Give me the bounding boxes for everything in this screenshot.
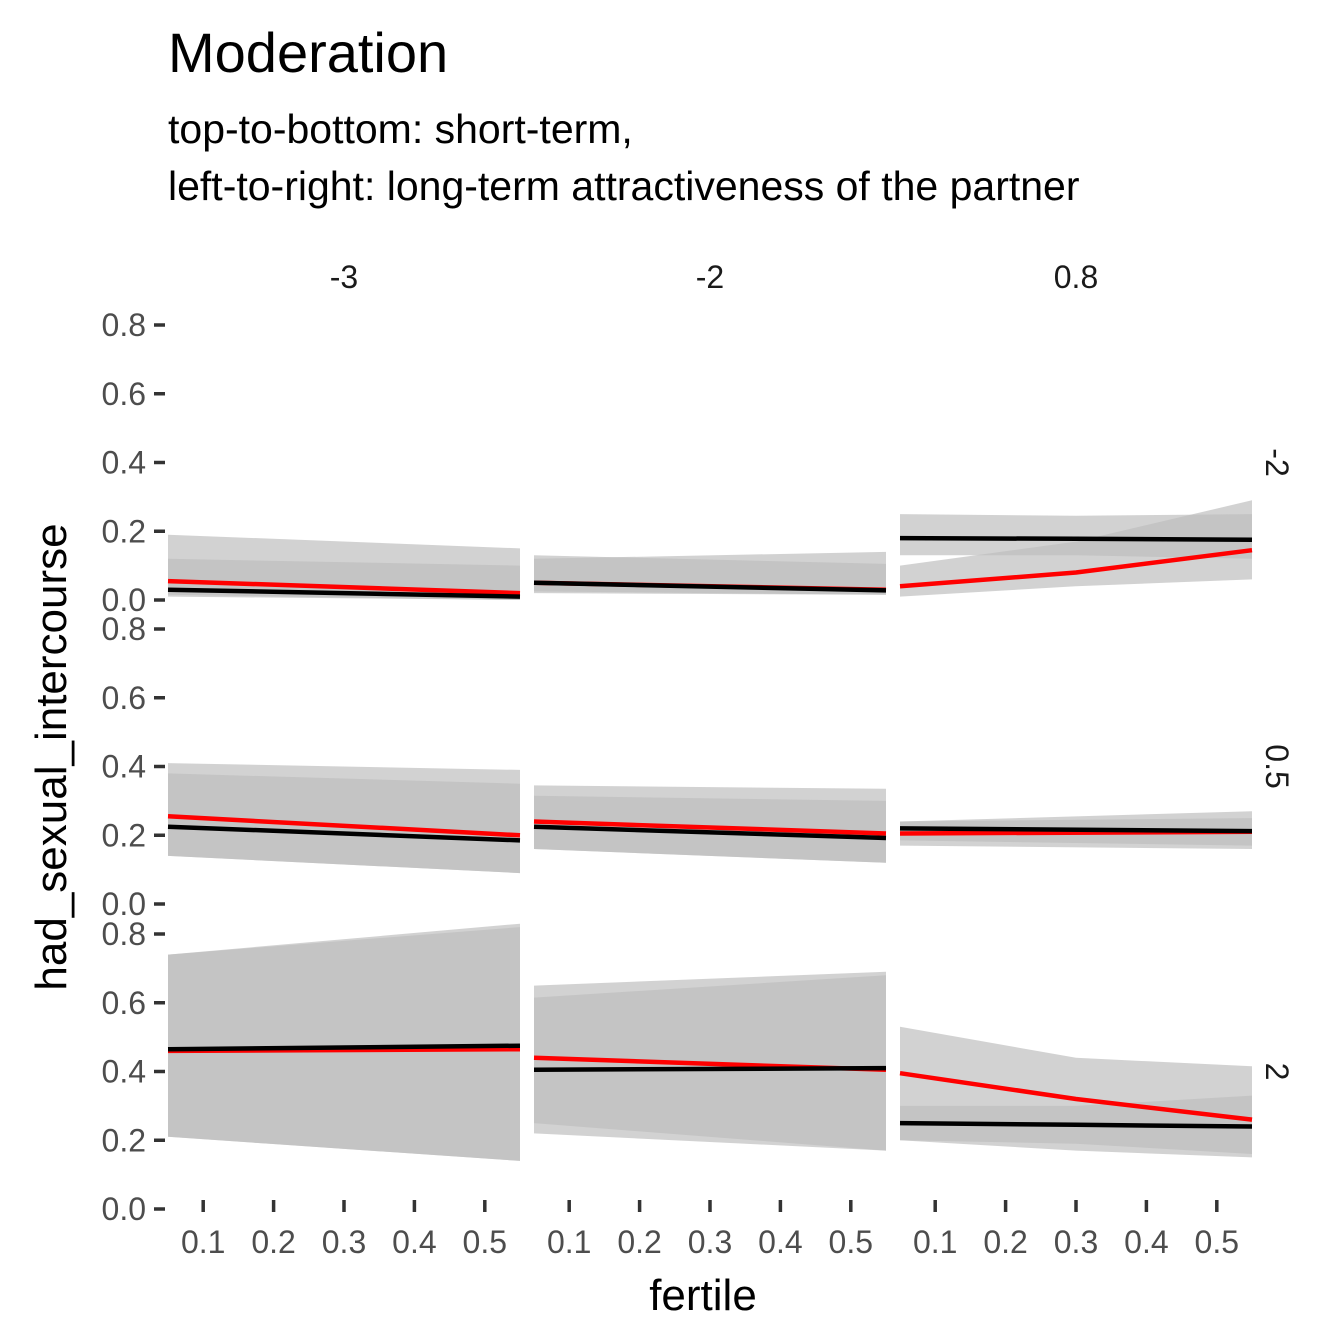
x-tick-label: 0.3 — [688, 1224, 732, 1260]
ribbon-black — [900, 514, 1252, 559]
line-black — [533, 824, 887, 841]
x-tick-label: 0.1 — [181, 1224, 225, 1260]
line-black — [167, 1043, 521, 1052]
y-tick-label: 0.0 — [102, 886, 146, 922]
x-tick-label: 0.1 — [547, 1224, 591, 1260]
line-black — [167, 587, 521, 599]
y-tick-label: 0.8 — [102, 916, 146, 952]
line-black — [899, 1120, 1253, 1129]
panel-row-0p5-col-m3 — [167, 763, 521, 874]
x-tick-label: 0.2 — [983, 1224, 1027, 1260]
y-tick-label: 0.6 — [102, 985, 146, 1021]
y-axis-title: had_sexual_intercourse — [27, 523, 76, 990]
row-strip-2: 2 — [1259, 1063, 1295, 1081]
line-black — [167, 824, 521, 843]
x-axis: 0.1 0.2 0.3 0.4 0.5 0.1 0.2 0.3 0.4 0.5 0.1 0.2 0.3 0… — [181, 1200, 1239, 1260]
y-tick-label: 0.2 — [102, 513, 146, 549]
x-tick-label: 0.3 — [322, 1224, 366, 1260]
col-strip-m2: -2 — [696, 259, 724, 295]
x-tick-label: 0.4 — [392, 1224, 436, 1260]
row-strip-0p5: 0.5 — [1259, 744, 1295, 788]
y-tick-label: 0.8 — [102, 307, 146, 343]
y-tick-label: 0.0 — [102, 582, 146, 618]
x-tick-label: 0.2 — [251, 1224, 295, 1260]
y-tick-label: 0.4 — [102, 749, 146, 785]
chart-subtitle-line-1: top-to-bottom: short-term, — [168, 106, 633, 152]
x-tick-label: 0.2 — [617, 1224, 661, 1260]
y-axis: 0.00.20.40.60.80.00.20.40.60.80.00.20.40… — [102, 307, 165, 1227]
y-tick-label: 0.4 — [102, 445, 146, 481]
y-tick-label: 0.0 — [102, 1191, 146, 1227]
column-strip-labels: -3 -2 0.8 — [330, 259, 1098, 295]
line-red — [533, 819, 887, 836]
panel-row-m2-col-m3 — [167, 534, 521, 600]
panel-row-2-col-m3 — [167, 923, 521, 1161]
y-tick-label: 0.8 — [102, 611, 146, 647]
col-strip-m3: -3 — [330, 259, 358, 295]
chart-subtitle-line-2: left-to-right: long-term attractiveness … — [168, 163, 1080, 209]
x-tick-label: 0.5 — [463, 1224, 507, 1260]
line-black — [533, 1065, 887, 1073]
y-tick-label: 0.4 — [102, 1054, 146, 1090]
line-red — [167, 814, 521, 838]
x-tick-label: 0.5 — [829, 1224, 873, 1260]
y-tick-label: 0.6 — [102, 376, 146, 412]
y-tick-label: 0.2 — [102, 817, 146, 853]
panel-row-m2-col-0p8 — [899, 500, 1253, 597]
panel-row-0p5-col-0p8 — [899, 811, 1253, 849]
line-red — [899, 547, 1253, 589]
x-tick-label: 0.4 — [1124, 1224, 1168, 1260]
panel-row-m2-col-m2 — [533, 551, 887, 595]
ribbon-black — [168, 773, 520, 874]
chart-title: Moderation — [168, 21, 448, 84]
panel-row-2-col-0p8 — [899, 1026, 1253, 1158]
col-strip-0p8: 0.8 — [1054, 259, 1098, 295]
line-red — [899, 1070, 1253, 1122]
panel-row-0p5-col-m2 — [533, 785, 887, 863]
ribbon-black — [168, 927, 520, 1161]
x-tick-label: 0.3 — [1054, 1224, 1098, 1260]
y-tick-label: 0.2 — [102, 1122, 146, 1158]
x-axis-title: fertile — [649, 1271, 757, 1320]
panel-row-2-col-m2 — [533, 971, 887, 1151]
line-black — [899, 535, 1253, 543]
y-tick-label: 0.6 — [102, 680, 146, 716]
row-strip-m2: -2 — [1259, 448, 1295, 476]
x-tick-label: 0.4 — [758, 1224, 802, 1260]
x-tick-label: 0.5 — [1195, 1224, 1239, 1260]
facet-panels — [167, 500, 1253, 1161]
line-black — [533, 580, 887, 593]
x-tick-label: 0.1 — [913, 1224, 957, 1260]
line-black — [899, 826, 1253, 834]
line-red — [167, 578, 521, 596]
row-strip-labels: -2 0.5 2 — [1259, 448, 1295, 1080]
